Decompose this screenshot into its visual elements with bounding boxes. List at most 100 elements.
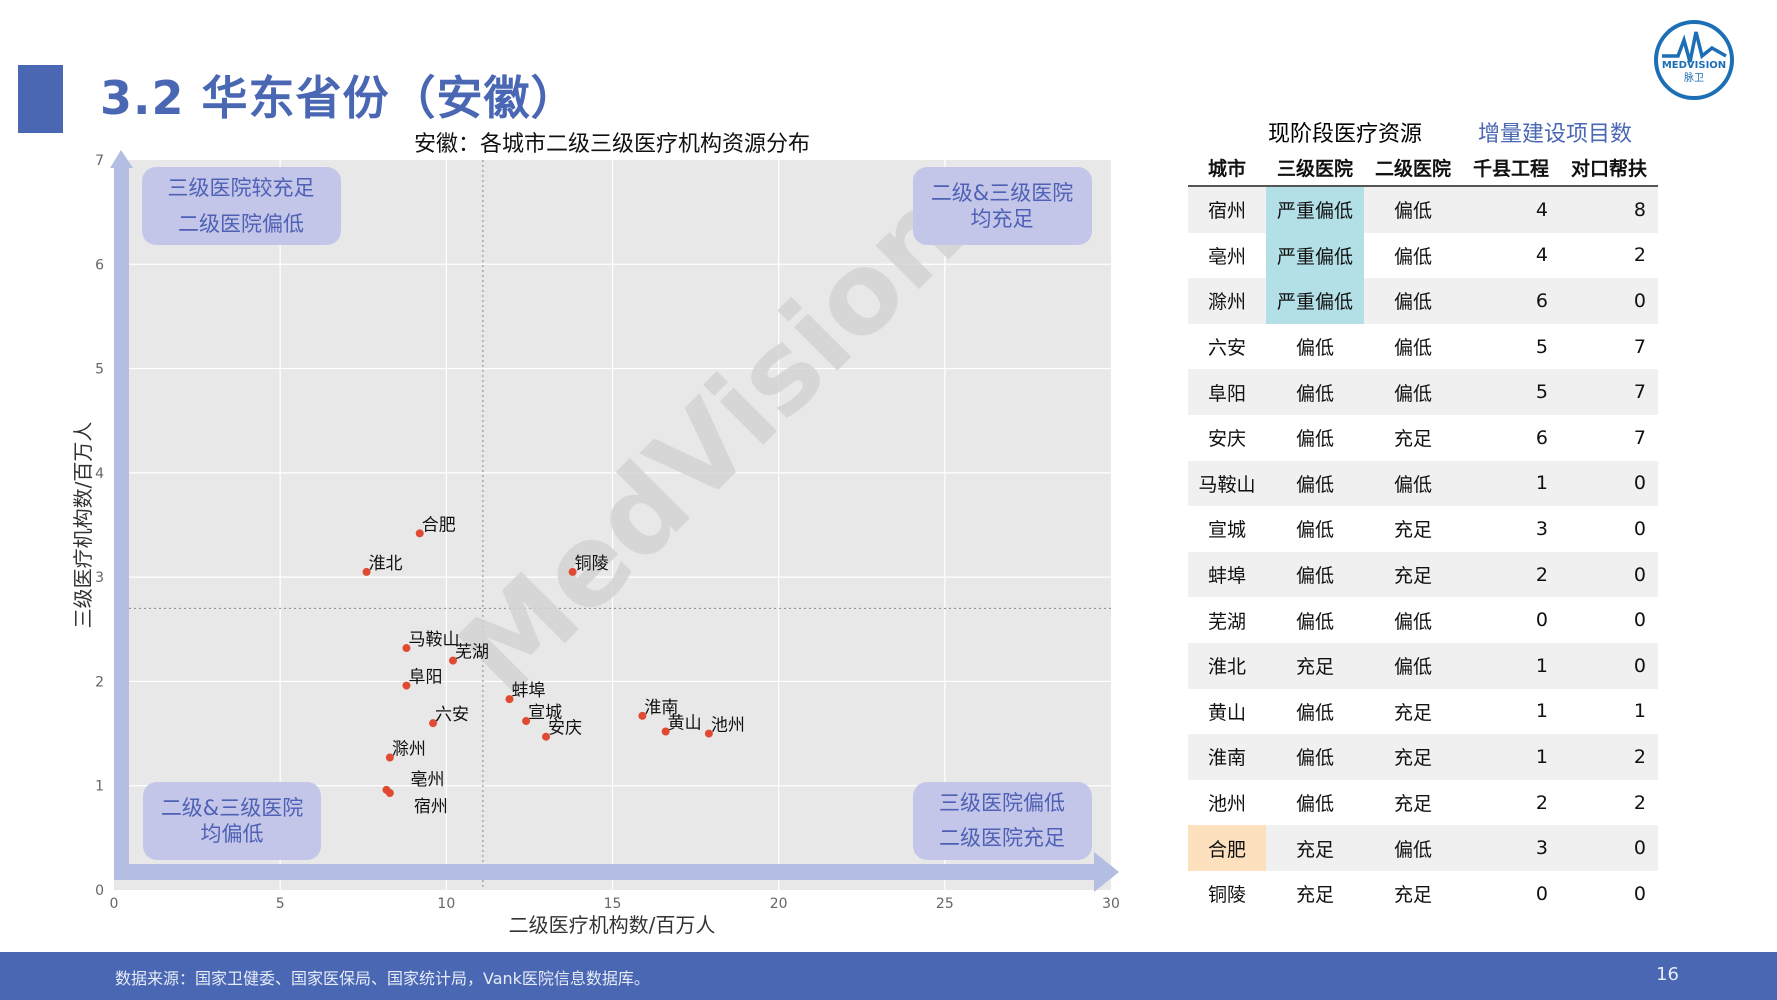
row-qianxian: 6 <box>1535 426 1548 449</box>
table-row: 六安 偏低 偏低 5 7 <box>1188 324 1658 370</box>
y-tick-label: 4 <box>95 466 104 482</box>
row-qianxian: 0 <box>1535 882 1548 905</box>
y-tick-label: 5 <box>95 362 104 378</box>
row-tier2: 偏低 <box>1393 473 1432 496</box>
row-duikou: 1 <box>1633 700 1646 723</box>
x-tick-label: 15 <box>604 896 622 912</box>
y-tick-label: 1 <box>95 779 104 795</box>
point-label: 安庆 <box>548 719 582 739</box>
quadrant-bottom-left-box <box>143 782 321 860</box>
row-tier2: 充足 <box>1393 565 1432 588</box>
row-qianxian: 1 <box>1535 654 1548 677</box>
quadrant-top-left-box <box>142 167 341 245</box>
row-city: 淮南 <box>1207 747 1246 770</box>
row-tier3: 偏低 <box>1295 793 1334 816</box>
row-city: 滁州 <box>1207 291 1246 314</box>
data-point <box>385 753 394 762</box>
row-tier2: 偏低 <box>1393 382 1432 405</box>
row-city: 宣城 <box>1207 519 1246 542</box>
table-row: 池州 偏低 充足 2 2 <box>1188 780 1658 826</box>
row-city: 池州 <box>1207 793 1246 816</box>
row-duikou: 0 <box>1633 563 1646 586</box>
table-row: 安庆 偏低 充足 6 7 <box>1188 415 1658 461</box>
x-tick-label: 10 <box>437 896 455 912</box>
row-tier2: 充足 <box>1393 519 1432 542</box>
x-tick-label: 25 <box>936 896 954 912</box>
y-tick-label: 2 <box>95 674 104 690</box>
row-duikou: 0 <box>1633 654 1646 677</box>
row-duikou: 7 <box>1633 381 1646 404</box>
row-duikou: 0 <box>1633 517 1646 540</box>
table-group-increment: 增量建设项目数 <box>1478 122 1633 147</box>
point-label: 六安 <box>435 705 469 725</box>
page-title: 3.2 华东省份（安徽） <box>100 71 578 125</box>
row-qianxian: 6 <box>1535 289 1548 312</box>
row-duikou: 7 <box>1633 426 1646 449</box>
row-tier3: 偏低 <box>1295 519 1334 542</box>
row-tier3: 偏低 <box>1295 337 1334 360</box>
row-tier3: 偏低 <box>1295 610 1334 633</box>
quadrant-bottom-left-line2: 均偏低 <box>201 822 264 846</box>
row-city: 亳州 <box>1207 245 1246 268</box>
row-tier2: 充足 <box>1393 428 1432 451</box>
quadrant-top-right-line2: 均充足 <box>971 207 1034 231</box>
svg-text:脉卫: 脉卫 <box>1684 71 1704 84</box>
page-number: 16 <box>1656 964 1679 985</box>
table-row: 黄山 偏低 充足 1 1 <box>1188 689 1658 735</box>
row-tier3: 严重偏低 <box>1266 278 1364 324</box>
hospital-resource-table: 城市 三级医院 二级医院 千县工程 对口帮扶 宿州 严重偏低 偏低 4 8 亳州 严重偏低偏… <box>1188 150 1658 917</box>
row-tier2: 充足 <box>1393 747 1432 770</box>
point-label: 淮南 <box>644 698 678 718</box>
header-duikou: 对口帮扶 <box>1570 158 1647 180</box>
row-city: 芜湖 <box>1207 610 1246 633</box>
point-label: 蚌埠 <box>511 681 545 701</box>
row-qianxian: 4 <box>1535 198 1548 221</box>
data-point <box>661 727 670 736</box>
row-duikou: 0 <box>1633 472 1646 495</box>
row-qianxian: 1 <box>1535 472 1548 495</box>
row-tier2: 充足 <box>1393 701 1432 724</box>
x-tick-label: 0 <box>110 896 119 912</box>
row-tier3: 充足 <box>1295 656 1334 679</box>
header-qianxian: 千县工程 <box>1472 158 1549 180</box>
table-group-current: 现阶段医疗资源 <box>1268 122 1423 147</box>
quadrant-boxes: 三级医院较充足 二级医院偏低 二级&三级医院 均充足 二级&三级医院 均偏低 三… <box>142 167 1092 860</box>
row-duikou: 2 <box>1633 745 1646 768</box>
row-tier2: 充足 <box>1393 793 1432 816</box>
scatter-chart: MedVision 三级医院较充足 二级医院偏低 二级&三级医院 均充足 二级&… <box>71 132 1120 937</box>
row-duikou: 7 <box>1633 335 1646 358</box>
table-row: 宿州 严重偏低 偏低 4 8 <box>1188 186 1658 233</box>
data-point <box>362 567 371 576</box>
table-row: 合肥 充足 偏低 3 0 <box>1188 825 1658 871</box>
row-qianxian: 1 <box>1535 745 1548 768</box>
row-tier3: 偏低 <box>1295 701 1334 724</box>
ticks-layer: 0 5 10 15 20 25 30 0 1 2 3 4 5 6 7 <box>95 153 1120 912</box>
row-tier2: 偏低 <box>1393 337 1432 360</box>
row-city: 蚌埠 <box>1207 565 1246 588</box>
reference-lines <box>114 160 1111 890</box>
point-label: 池州 <box>711 716 745 736</box>
row-duikou: 0 <box>1633 609 1646 632</box>
data-point <box>568 567 577 576</box>
medvision-logo: MEDVISION 脉卫 <box>1654 20 1734 100</box>
point-label: 淮北 <box>369 554 403 574</box>
row-duikou: 2 <box>1633 791 1646 814</box>
row-tier2: 偏低 <box>1393 245 1432 268</box>
row-qianxian: 2 <box>1535 791 1548 814</box>
table-row: 铜陵 充足 充足 0 0 <box>1188 871 1658 917</box>
point-label: 黄山 <box>668 713 702 733</box>
data-point <box>542 732 551 741</box>
data-point <box>402 681 411 690</box>
point-label: 滁州 <box>392 740 426 760</box>
row-tier3: 偏低 <box>1295 382 1334 405</box>
y-tick-label: 0 <box>95 883 104 899</box>
data-point <box>385 789 394 798</box>
data-point <box>522 717 531 726</box>
row-city: 宿州 <box>1207 200 1246 223</box>
y-tick-label: 3 <box>95 570 104 586</box>
quadrant-bottom-right-line2: 二级医院充足 <box>939 826 1065 850</box>
quadrant-top-left-line1: 三级医院较充足 <box>168 176 315 200</box>
quadrant-bottom-right-line1: 三级医院偏低 <box>939 791 1065 815</box>
point-label: 亳州 <box>411 770 445 790</box>
row-qianxian: 5 <box>1535 381 1548 404</box>
